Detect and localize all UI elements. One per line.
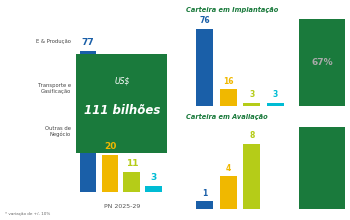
FancyBboxPatch shape xyxy=(244,144,260,209)
Text: 67%: 67% xyxy=(311,58,333,67)
Text: 8: 8 xyxy=(249,131,254,140)
Text: 4: 4 xyxy=(226,164,231,173)
FancyBboxPatch shape xyxy=(124,172,140,192)
Text: 77: 77 xyxy=(82,38,95,47)
Text: 1: 1 xyxy=(202,189,207,198)
FancyBboxPatch shape xyxy=(244,103,260,106)
Text: PN 2025-29: PN 2025-29 xyxy=(104,204,140,209)
Text: 3: 3 xyxy=(273,90,278,99)
Text: Transporte e
Gasificação: Transporte e Gasificação xyxy=(38,83,71,94)
FancyBboxPatch shape xyxy=(299,127,345,209)
Text: 76: 76 xyxy=(199,16,210,25)
Text: 16: 16 xyxy=(223,77,233,86)
FancyBboxPatch shape xyxy=(79,51,97,192)
FancyBboxPatch shape xyxy=(299,19,345,106)
Text: 3: 3 xyxy=(151,173,157,182)
FancyBboxPatch shape xyxy=(220,90,237,106)
Text: Outras de
Negócio: Outras de Negócio xyxy=(45,126,71,137)
FancyBboxPatch shape xyxy=(267,103,284,106)
Text: 111 bilhões: 111 bilhões xyxy=(84,103,160,117)
FancyBboxPatch shape xyxy=(102,155,118,192)
FancyBboxPatch shape xyxy=(146,186,162,192)
FancyBboxPatch shape xyxy=(196,29,213,106)
Text: 20: 20 xyxy=(104,142,116,151)
Text: US$: US$ xyxy=(114,76,130,85)
FancyBboxPatch shape xyxy=(76,54,167,153)
FancyBboxPatch shape xyxy=(196,201,213,209)
FancyBboxPatch shape xyxy=(220,176,237,209)
Text: Carteira em Implantação: Carteira em Implantação xyxy=(186,7,278,13)
Text: 11: 11 xyxy=(126,159,138,167)
Text: E & Produção: E & Produção xyxy=(36,38,71,44)
Text: * variação de +/- 10%: * variação de +/- 10% xyxy=(5,212,50,216)
Text: 3: 3 xyxy=(249,90,254,99)
Text: Carteira em Avaliação: Carteira em Avaliação xyxy=(186,114,268,120)
